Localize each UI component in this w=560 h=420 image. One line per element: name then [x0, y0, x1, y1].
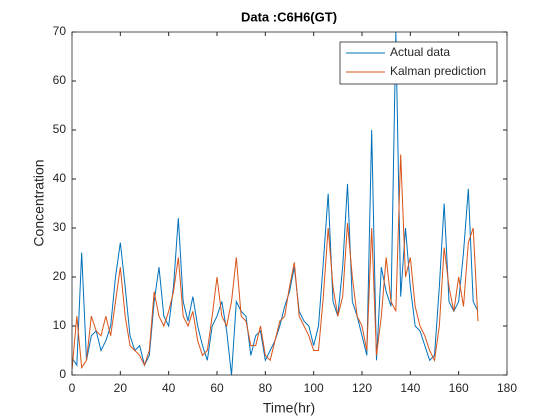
y-tick-label: 0	[59, 367, 66, 381]
x-tick-label: 40	[162, 381, 176, 395]
y-tick-label: 40	[53, 171, 67, 185]
chart-title: Data :C6H6(GT)	[241, 9, 337, 24]
legend-label: Actual data	[390, 45, 450, 59]
y-tick-label: 30	[53, 220, 67, 234]
x-tick-label: 0	[69, 381, 76, 395]
x-axis-label: Time(hr)	[263, 400, 315, 416]
y-tick-label: 10	[53, 318, 67, 332]
plot-area	[72, 32, 507, 375]
x-tick-label: 160	[449, 381, 469, 395]
x-tick-label: 80	[259, 381, 273, 395]
x-tick-label: 60	[210, 381, 224, 395]
y-axis-label: Concentration	[31, 159, 47, 246]
axes-box	[71, 31, 508, 376]
data-line	[72, 154, 479, 371]
x-tick-label: 120	[352, 381, 372, 395]
x-tick-label: 140	[400, 381, 420, 395]
x-tick-label: 20	[114, 381, 128, 395]
x-tick-label: 180	[497, 381, 517, 395]
y-tick-label: 70	[53, 24, 67, 38]
legend-label: Kalman prediction	[390, 64, 486, 78]
legend-box	[339, 41, 498, 85]
y-tick-label: 60	[53, 73, 67, 87]
x-tick-label: 100	[304, 381, 324, 395]
y-tick-label: 20	[53, 269, 67, 283]
y-tick-label: 50	[53, 122, 67, 136]
